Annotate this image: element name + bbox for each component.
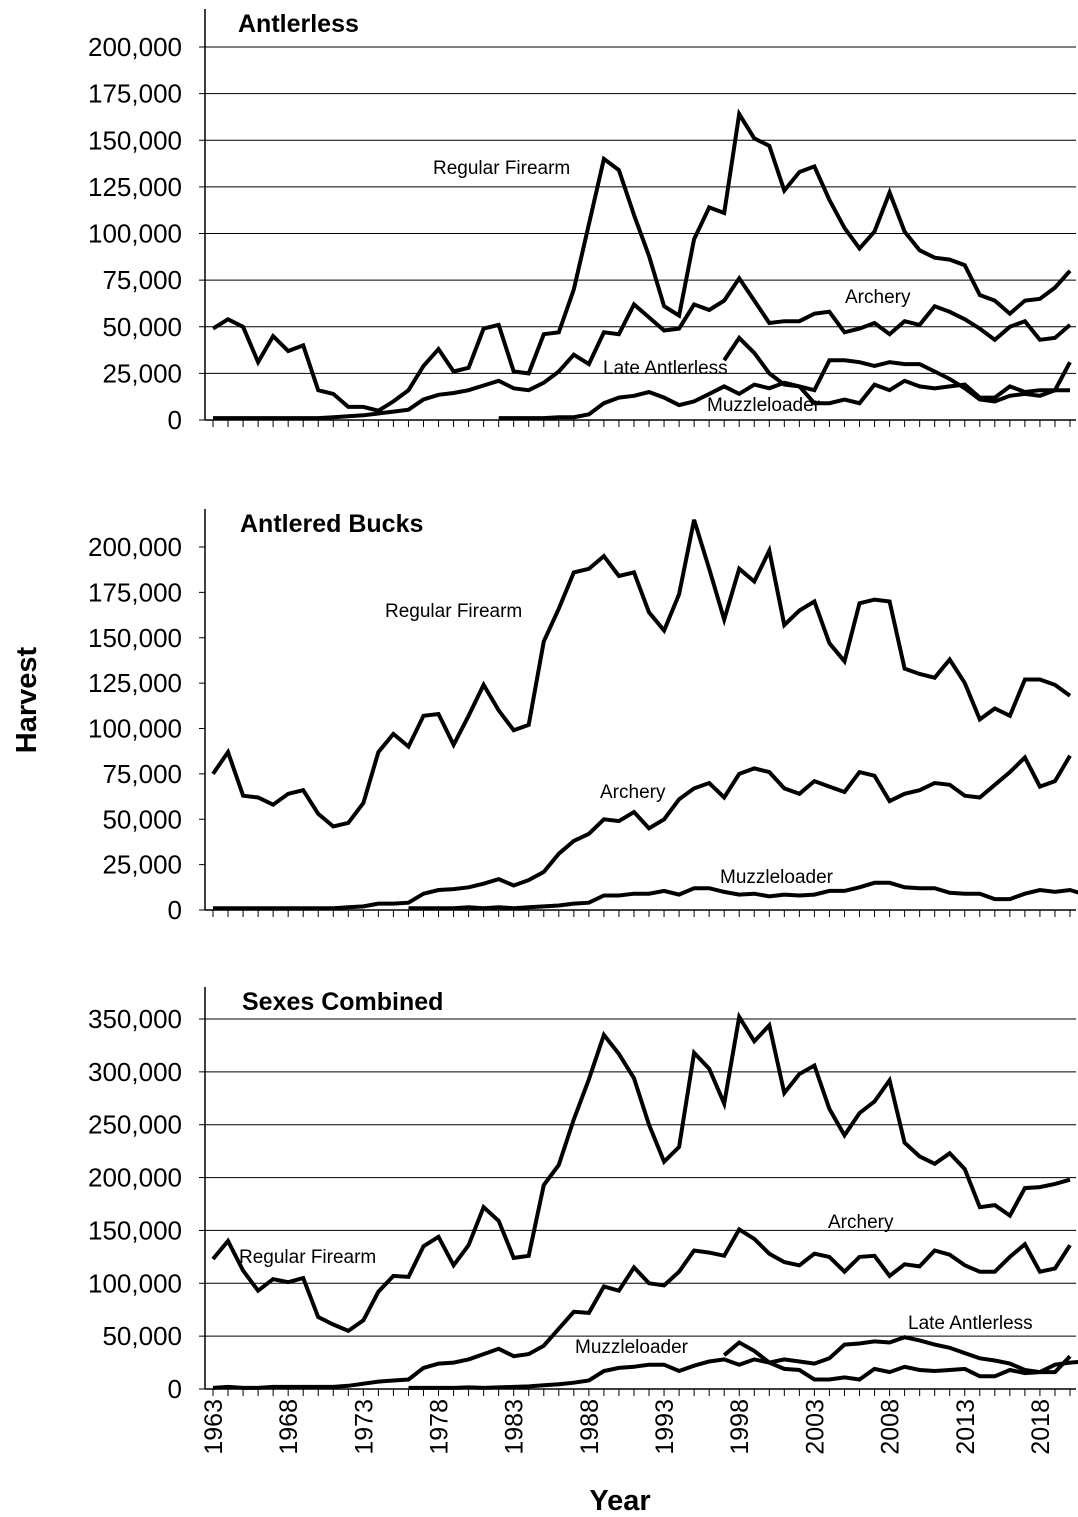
y-tick-label: 125,000	[88, 668, 182, 698]
y-tick-label: 150,000	[88, 623, 182, 653]
y-tick-label: 25,000	[102, 850, 182, 880]
y-tick-label: 100,000	[88, 714, 182, 744]
x-axis-title: Year	[589, 1485, 650, 1517]
y-axis-title: Harvest	[11, 646, 43, 753]
panel-title-sexes-combined: Sexes Combined	[242, 988, 443, 1016]
antlered-bucks-panel: 0 25,000 50,000 75,000 100,000 125,000 150,000…	[88, 509, 1078, 925]
label-muzzleloader: Muzzleloader	[575, 1337, 689, 1358]
series-line-muzzleloader	[408, 880, 1078, 911]
y-tick-label: 0	[168, 1374, 182, 1404]
label-archery: Archery	[845, 287, 911, 308]
x-tick-label: 1993	[651, 1399, 679, 1455]
series-line-archery	[212, 1226, 1072, 1390]
y-tick-label: 350,000	[88, 1004, 182, 1034]
x-tick-label: 1963	[200, 1399, 228, 1455]
panel-title-antlered-bucks: Antlered Bucks	[240, 510, 423, 538]
series-line-archery	[213, 754, 1072, 911]
y-tick-label: 75,000	[102, 265, 182, 295]
y-tick-label: 25,000	[102, 358, 182, 388]
sexes-combined-panel: 0 50,000 100,000 150,000 200,000 250,000 300,0…	[88, 987, 1078, 1404]
label-muzzleloader: Muzzleloader	[720, 867, 834, 888]
label-regular-firearm: Regular Firearm	[239, 1247, 376, 1268]
y-tick-label: 0	[168, 405, 182, 435]
y-tick-label: 150,000	[88, 125, 182, 155]
x-tick-label: 2008	[877, 1399, 905, 1455]
x-tick-label: 1968	[275, 1399, 303, 1455]
series-line-archery	[213, 274, 1072, 421]
x-tick-label: 1983	[501, 1399, 529, 1455]
y-tick-label: 200,000	[88, 1163, 182, 1193]
series-line-regular-firearm	[211, 108, 1072, 413]
series-line-regular-firearm	[211, 519, 1072, 829]
y-tick-label: 200,000	[88, 32, 182, 62]
x-tick-label: 1978	[426, 1399, 454, 1455]
series-line-muzzleloader	[498, 358, 1070, 421]
label-late-antlerless: Late Antlerless	[603, 358, 728, 379]
y-tick-label: 50,000	[102, 804, 182, 834]
y-tick-label: 50,000	[102, 1321, 182, 1351]
y-tick-label: 175,000	[88, 577, 182, 607]
label-regular-firearm: Regular Firearm	[385, 601, 522, 622]
label-archery: Archery	[828, 1212, 894, 1233]
label-regular-firearm: Regular Firearm	[433, 158, 570, 179]
label-muzzleloader: Muzzleloader	[707, 395, 821, 416]
y-tick-label: 50,000	[102, 312, 182, 342]
y-tick-label: 150,000	[88, 1215, 182, 1245]
y-tick-label: 250,000	[88, 1110, 182, 1140]
x-tick-label: 2018	[1027, 1399, 1055, 1455]
antlerless-panel: 0 25,000 50,000 75,000 100,000 125,000 150,000…	[88, 9, 1076, 435]
y-tick-label: 75,000	[102, 759, 182, 789]
x-tick-labels: 1963 1968 1973 1978 1983 1988 1993 1998 2003 2008…	[200, 1399, 1055, 1455]
y-tick-label: 300,000	[88, 1057, 182, 1087]
y-tick-label: 125,000	[88, 172, 182, 202]
y-tick-label: 100,000	[88, 219, 182, 249]
y-tick-label: 0	[168, 895, 182, 925]
label-late-antlerless: Late Antlerless	[908, 1313, 1033, 1334]
label-archery: Archery	[600, 782, 666, 803]
series-line-muzzleloader	[408, 1335, 1078, 1390]
x-tick-label: 1973	[350, 1399, 378, 1455]
series-line-late-antlerless	[722, 1340, 1072, 1382]
y-tick-label: 100,000	[88, 1268, 182, 1298]
x-tick-label: 1998	[726, 1399, 754, 1455]
x-tick-label: 1988	[576, 1399, 604, 1455]
panel-title-antlerless: Antlerless	[238, 10, 359, 38]
x-tick-label: 2003	[801, 1399, 829, 1455]
y-tick-label: 200,000	[88, 532, 182, 562]
y-tick-label: 175,000	[88, 79, 182, 109]
x-tick-label: 2013	[952, 1399, 980, 1455]
series-line-regular-firearm	[211, 1011, 1071, 1334]
